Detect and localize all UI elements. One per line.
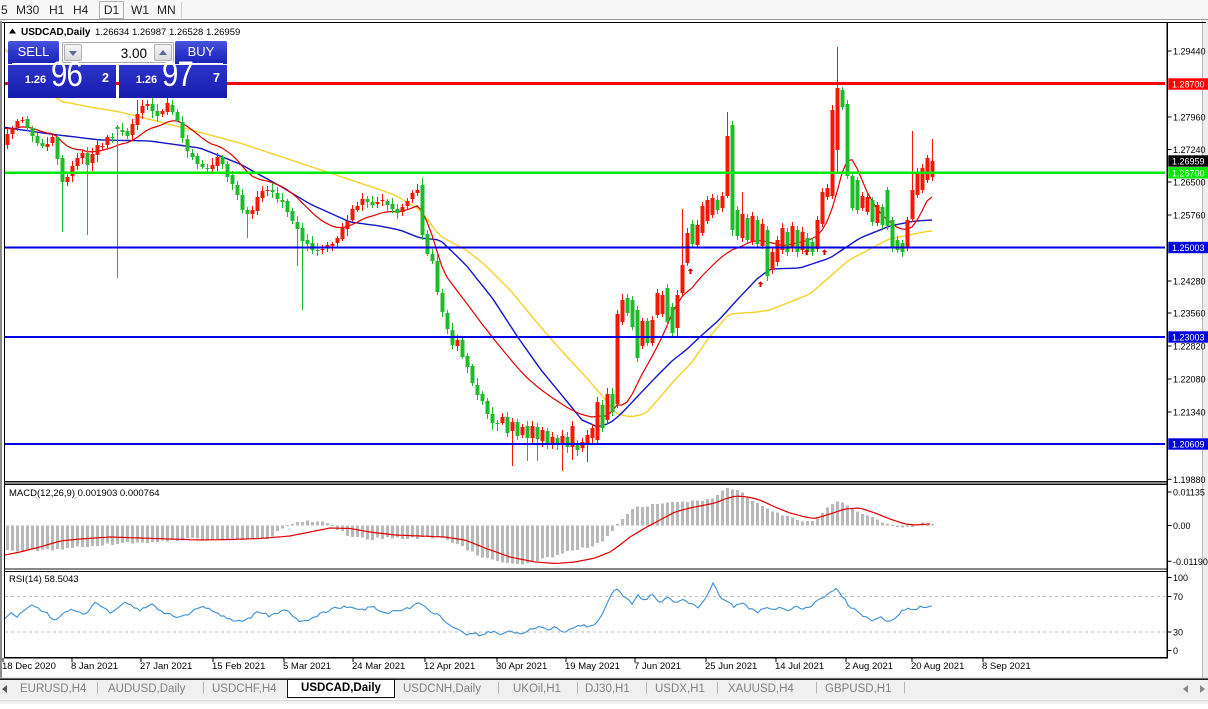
svg-text:1.23560: 1.23560 [1173, 309, 1206, 319]
svg-text:18 Dec 2020: 18 Dec 2020 [2, 661, 56, 672]
svg-text:1.26959: 1.26959 [1172, 157, 1205, 167]
svg-text:1.22820: 1.22820 [1173, 342, 1206, 352]
svg-text:7 Jun 2021: 7 Jun 2021 [634, 661, 681, 672]
svg-text:19 May 2021: 19 May 2021 [565, 661, 620, 672]
svg-text:20 Aug 2021: 20 Aug 2021 [911, 661, 964, 672]
svg-text:1.29440: 1.29440 [1173, 47, 1206, 57]
svg-text:1.26700: 1.26700 [1172, 168, 1205, 178]
svg-text:1.27960: 1.27960 [1173, 113, 1206, 123]
svg-text:1.26634 1.26987 1.26528 1.2695: 1.26634 1.26987 1.26528 1.26959 [95, 27, 240, 38]
svg-text:0.00: 0.00 [1173, 521, 1191, 531]
svg-text:1.28700: 1.28700 [1172, 80, 1205, 90]
svg-text:1.27240: 1.27240 [1173, 145, 1206, 155]
svg-text:-0.01190: -0.01190 [1173, 557, 1208, 567]
svg-text:70: 70 [1173, 592, 1183, 602]
svg-text:1.20609: 1.20609 [1172, 440, 1205, 450]
svg-text:1.26500: 1.26500 [1173, 178, 1206, 188]
svg-text:14 Jul 2021: 14 Jul 2021 [775, 661, 824, 672]
svg-text:1.21340: 1.21340 [1173, 408, 1206, 418]
svg-text:24 Mar 2021: 24 Mar 2021 [352, 661, 405, 672]
svg-text:27 Jan 2021: 27 Jan 2021 [140, 661, 192, 672]
svg-text:100: 100 [1173, 573, 1188, 583]
svg-text:8 Jan 2021: 8 Jan 2021 [71, 661, 118, 672]
svg-text:30 Apr 2021: 30 Apr 2021 [496, 661, 547, 672]
svg-text:8 Sep 2021: 8 Sep 2021 [982, 661, 1031, 672]
svg-text:USDCAD,Daily: USDCAD,Daily [21, 27, 91, 38]
svg-text:1.25003: 1.25003 [1172, 243, 1205, 253]
svg-text:MACD(12,26,9) 0.001903 0.00076: MACD(12,26,9) 0.001903 0.000764 [9, 488, 160, 499]
svg-text:1.25760: 1.25760 [1173, 211, 1206, 221]
svg-text:1.24280: 1.24280 [1173, 277, 1206, 287]
svg-text:15 Feb 2021: 15 Feb 2021 [212, 661, 265, 672]
svg-text:2 Aug 2021: 2 Aug 2021 [845, 661, 893, 672]
svg-text:5 Mar 2021: 5 Mar 2021 [283, 661, 331, 672]
svg-text:1.23003: 1.23003 [1172, 333, 1205, 343]
svg-text:RSI(14) 58.5043: RSI(14) 58.5043 [9, 574, 79, 585]
svg-text:0.01135: 0.01135 [1173, 488, 1205, 498]
svg-text:30: 30 [1173, 628, 1183, 638]
svg-text:25 Jun 2021: 25 Jun 2021 [705, 661, 757, 672]
svg-text:1.19880: 1.19880 [1173, 475, 1206, 485]
svg-text:0: 0 [1173, 646, 1178, 656]
svg-text:1.22080: 1.22080 [1173, 375, 1206, 385]
svg-text:12 Apr 2021: 12 Apr 2021 [424, 661, 475, 672]
